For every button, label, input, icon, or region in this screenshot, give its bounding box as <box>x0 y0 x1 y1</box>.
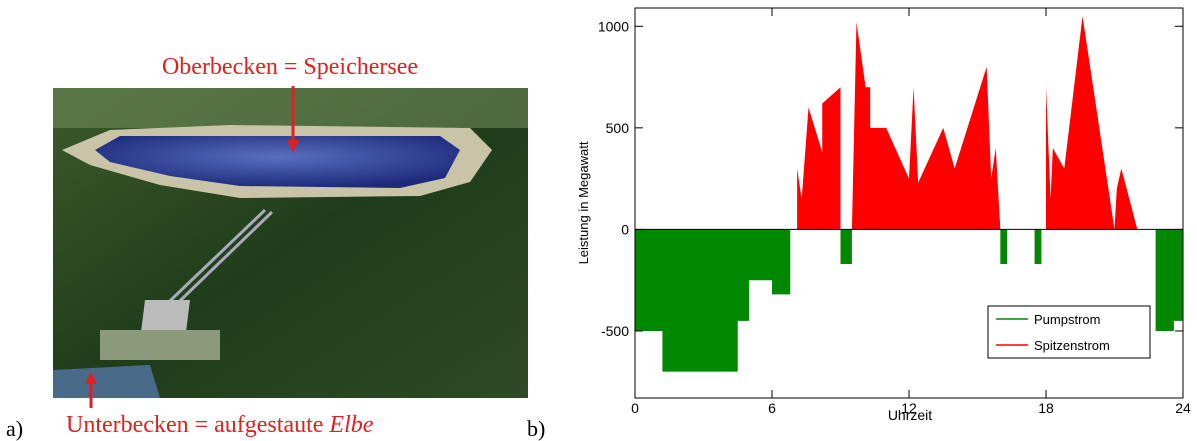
x-tick-label: 0 <box>631 400 639 416</box>
upper-reservoir <box>95 136 460 188</box>
x-tick-label: 12 <box>901 400 917 416</box>
arrow-head <box>85 372 97 384</box>
photo-label: Oberbecken = Speichersee <box>162 54 418 80</box>
y-tick-label: -500 <box>601 323 629 339</box>
photo-label-text: Unterbecken = aufgestaute <box>66 412 323 438</box>
y-tick-label: 1000 <box>598 18 629 34</box>
x-axis-label: Uhrzeit <box>888 407 932 423</box>
x-tick-label: 18 <box>1038 400 1054 416</box>
x-tick-label: 24 <box>1175 400 1191 416</box>
lower-reservoir <box>53 365 160 398</box>
photo-label-italic: Elbe <box>328 412 373 438</box>
area <box>635 16 1183 230</box>
y-tick-label: 0 <box>621 221 629 237</box>
legend: Pumpstrom Spitzenstrom <box>987 305 1151 359</box>
legend-label: Pumpstrom <box>1034 312 1100 327</box>
y-tick-label: 500 <box>606 120 630 136</box>
horizon <box>53 88 528 128</box>
x-tick-label: 6 <box>768 400 776 416</box>
area <box>635 229 1183 372</box>
photo <box>53 86 528 408</box>
y-axis-label: Leistung in Megawatt <box>576 141 591 264</box>
photo-label: Unterbecken = aufgestaute Elbe <box>66 412 374 438</box>
legend-label: Spitzenstrom <box>1034 338 1110 353</box>
panel-label: a) <box>6 416 23 441</box>
building-area <box>100 330 220 360</box>
legend-box <box>987 305 1151 359</box>
panel-label: b) <box>527 416 545 441</box>
arrow-head <box>287 140 299 153</box>
